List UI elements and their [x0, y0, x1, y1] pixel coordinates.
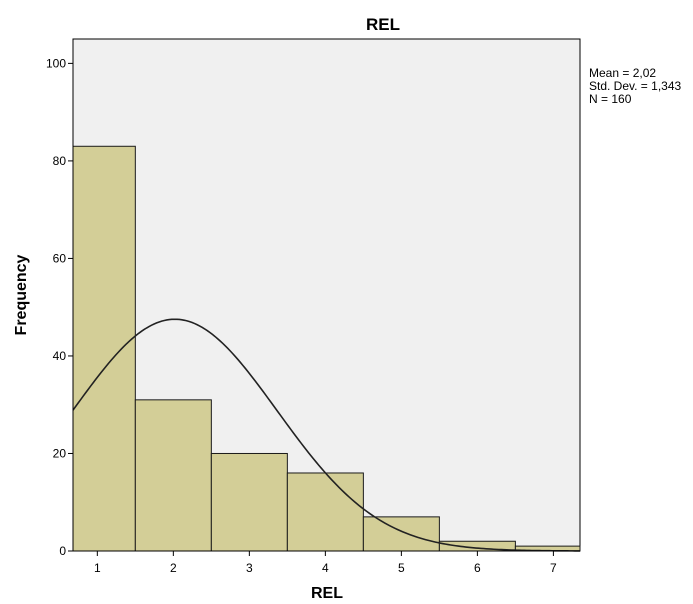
y-ticks-group: 0 20 40 60 80 100 — [46, 56, 73, 558]
y-tick-label: 60 — [53, 251, 67, 265]
normal-curve — [72, 318, 581, 552]
stats-n: N = 160 — [589, 92, 632, 106]
x-tick-label: 3 — [246, 561, 253, 575]
y-tick-label: 40 — [53, 349, 67, 363]
y-tick-label: 20 — [53, 446, 67, 460]
y-tick-label: 0 — [59, 544, 66, 558]
x-tick-label: 7 — [550, 561, 557, 575]
x-tick-label: 5 — [398, 561, 405, 575]
chart-title: REL — [366, 15, 400, 34]
bars-group — [72, 145, 581, 552]
y-tick-label: 80 — [53, 154, 67, 168]
histogram-bar — [362, 516, 440, 552]
stats-box: Mean = 2,02 Std. Dev. = 1,343 N = 160 — [589, 66, 681, 106]
histogram-bar — [286, 472, 364, 552]
histogram-bar — [210, 452, 288, 552]
x-ticks-group: 1 2 3 4 5 6 7 — [94, 551, 557, 575]
histogram-bar — [72, 145, 136, 552]
x-tick-label: 6 — [474, 561, 481, 575]
y-axis-label: Frequency — [13, 254, 30, 335]
x-tick-label: 1 — [94, 561, 101, 575]
x-tick-label: 4 — [322, 561, 329, 575]
x-axis-label: REL — [311, 585, 343, 602]
x-tick-label: 2 — [170, 561, 177, 575]
y-tick-label: 100 — [46, 56, 66, 70]
histogram-bar — [134, 399, 212, 552]
stats-mean: Mean = 2,02 — [589, 66, 656, 80]
stats-std-dev: Std. Dev. = 1,343 — [589, 79, 681, 93]
